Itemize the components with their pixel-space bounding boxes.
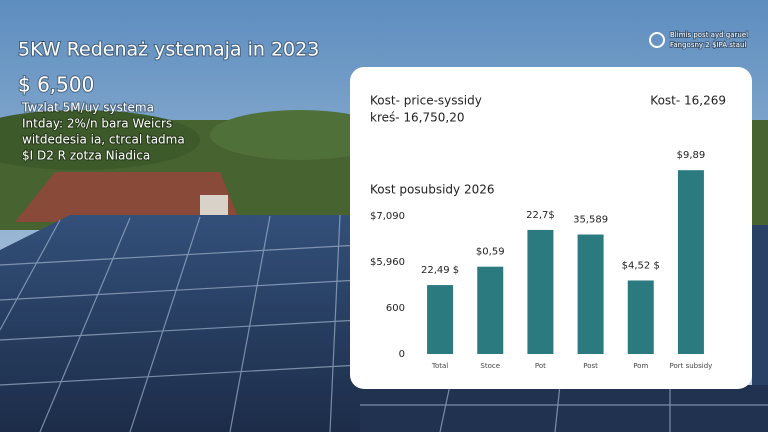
info-line: Intday: 2%/n bara Weicrs xyxy=(22,117,172,131)
y-tick-label: $7,090 xyxy=(370,211,405,222)
logo-text: Fangosny 2 $IPA staul xyxy=(670,41,746,49)
bar-label: 22,7$ xyxy=(526,210,555,221)
chart-title: Kost posubsidy 2026 xyxy=(370,183,494,197)
y-tick-label: $5,960 xyxy=(370,257,405,268)
x-tick-label: Port subsidy xyxy=(670,362,713,370)
panel-subheading: kreś- 16,750,20 xyxy=(370,111,464,125)
x-tick-label: Stoce xyxy=(480,362,500,370)
bar xyxy=(427,285,454,354)
info-line: Twzlat 5M/uy systema xyxy=(21,101,154,115)
x-tick-label: Pot xyxy=(535,362,546,370)
y-tick-label: 0 xyxy=(399,349,405,360)
x-tick-label: Post xyxy=(583,362,598,370)
logo-text: Blimis post ayd garuel xyxy=(670,31,748,39)
price: $ 6,500 xyxy=(18,73,94,97)
logo-icon xyxy=(649,32,665,48)
bar-label: $4,52 $ xyxy=(622,260,660,271)
bar xyxy=(477,266,504,354)
panel-total: Kost- 16,269 xyxy=(650,94,726,108)
bar xyxy=(577,234,604,354)
bar-label: 22,49 $ xyxy=(421,265,459,276)
x-tick-label: Total xyxy=(431,362,448,370)
bar xyxy=(677,170,704,354)
info-line: $I D2 R zotza Niadica xyxy=(22,149,150,163)
bar xyxy=(627,280,654,354)
bar-label: $9,89 xyxy=(677,150,706,161)
bar-label: 35,589 xyxy=(573,215,608,226)
bar xyxy=(527,229,554,354)
bar-label: $0,59 xyxy=(476,247,505,258)
info-line: witdedesia ia, ctrcal tadma xyxy=(22,133,185,147)
headline: 5KW Redenaż ystemaja in 2023 xyxy=(18,39,319,61)
x-tick-label: Pom xyxy=(633,362,648,370)
panel-heading: Kost- price-syssidy xyxy=(370,94,482,108)
y-tick-label: 600 xyxy=(386,303,405,314)
